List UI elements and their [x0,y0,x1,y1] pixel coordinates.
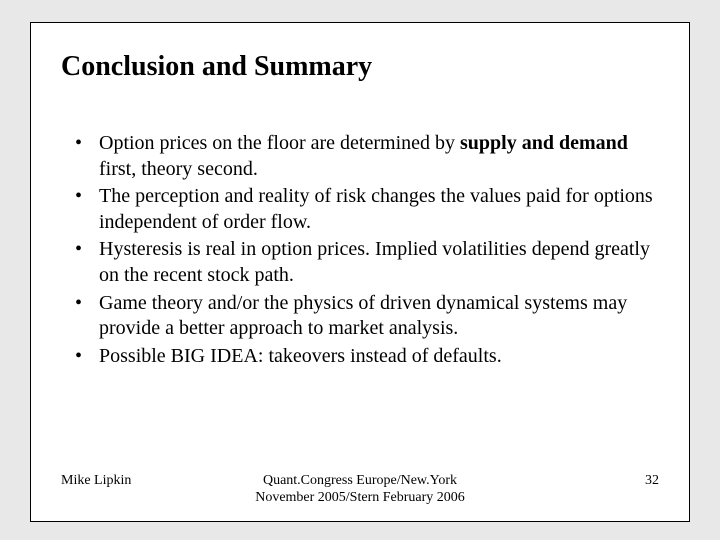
slide-frame: Conclusion and Summary Option prices on … [30,22,690,522]
bullet-list: Option prices on the floor are determine… [61,131,659,465]
footer-author: Mike Lipkin [61,473,227,489]
slide-title: Conclusion and Summary [61,51,659,83]
bullet-text-bold: supply and demand [460,132,628,154]
slide-footer: Mike Lipkin Quant.Congress Europe/New.Yo… [61,473,659,507]
list-item: Hysteresis is real in option prices. Imp… [73,237,659,288]
list-item: The perception and reality of risk chang… [73,184,659,235]
list-item: Option prices on the floor are determine… [73,131,659,182]
footer-center-line2: November 2005/Stern February 2006 [255,490,465,505]
page-number: 32 [493,473,659,489]
bullet-text-pre: The perception and reality of risk chang… [99,185,653,233]
footer-venue: Quant.Congress Europe/New.York November … [227,473,493,507]
list-item: Possible BIG IDEA: takeovers instead of … [73,344,659,370]
bullet-text-pre: Game theory and/or the physics of driven… [99,292,627,340]
bullet-text-pre: Possible BIG IDEA: takeovers instead of … [99,345,502,367]
footer-center-line1: Quant.Congress Europe/New.York [263,473,457,488]
bullet-text-post: first, theory second. [99,158,258,180]
bullet-text-pre: Option prices on the floor are determine… [99,132,460,154]
bullet-text-pre: Hysteresis is real in option prices. Imp… [99,238,650,286]
list-item: Game theory and/or the physics of driven… [73,291,659,342]
